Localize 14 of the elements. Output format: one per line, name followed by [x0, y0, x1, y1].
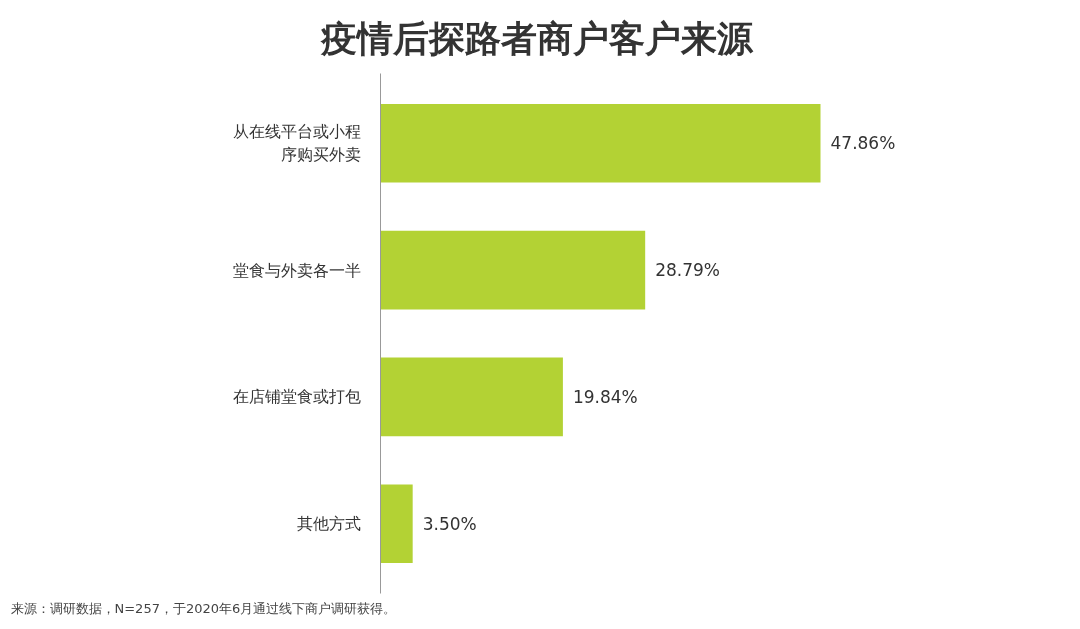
y-tick-label: 其他方式 — [296, 514, 361, 534]
bar — [380, 230, 646, 310]
y-tick-label: 从在线平台或小程序购买外卖 — [232, 122, 361, 165]
data-label: 47.86% — [830, 133, 896, 154]
bar — [380, 103, 821, 183]
y-tick-label: 堂食与外卖各一半 — [232, 260, 361, 280]
bar — [380, 357, 563, 437]
chart-title: 疫情后探路者商户客户来源 — [319, 17, 754, 59]
bar — [380, 484, 413, 564]
data-label: 19.84% — [572, 386, 638, 407]
y-tick-label: 在店铺堂食或打包 — [232, 387, 361, 407]
data-label: 3.50% — [422, 513, 477, 534]
source-note: 来源：调研数据，N=257，于2020年6月通过线下商户调研获得。 — [10, 600, 397, 616]
data-label: 28.79% — [655, 260, 721, 281]
